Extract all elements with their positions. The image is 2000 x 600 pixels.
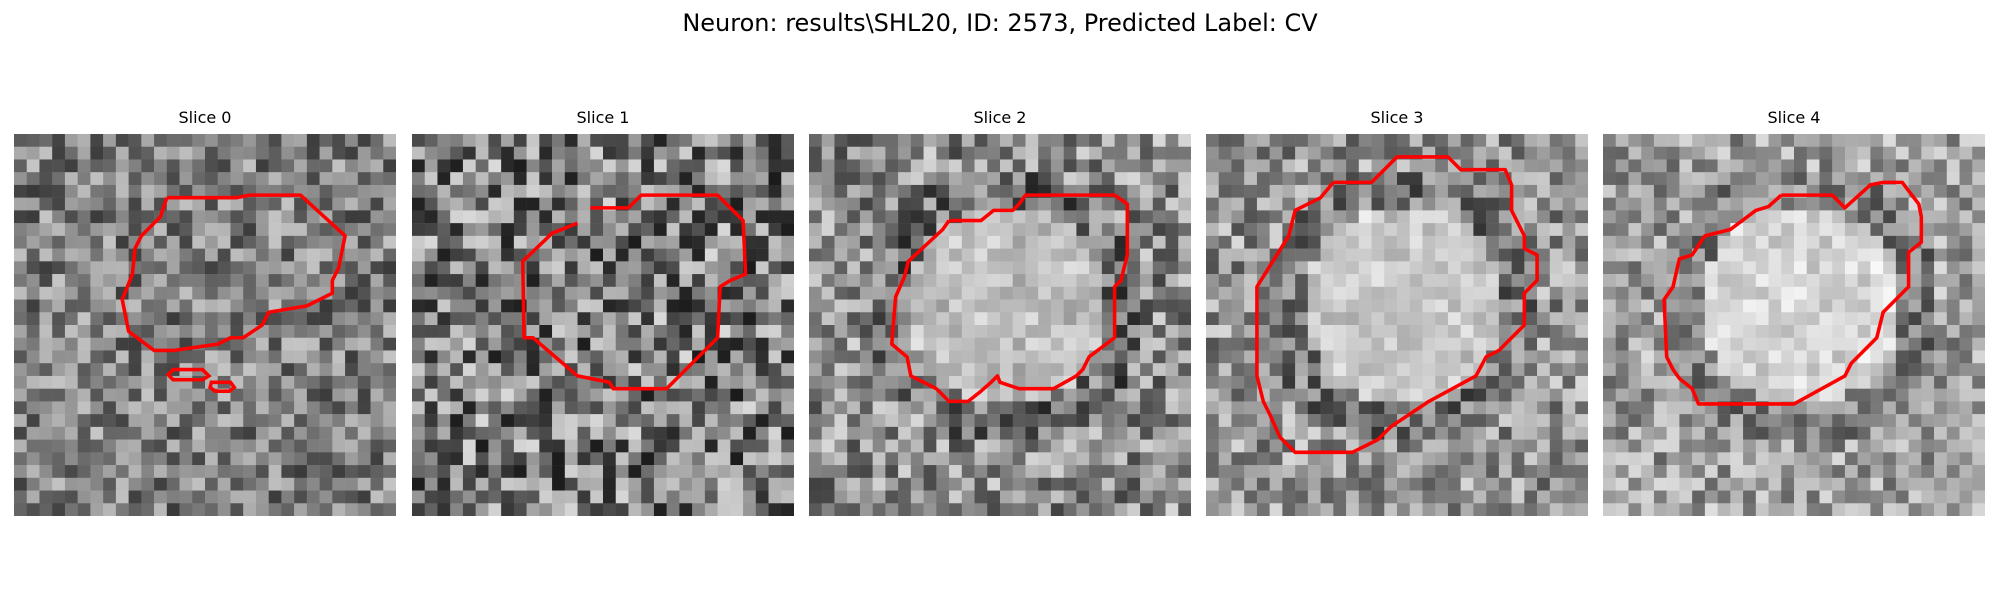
slice-panel-2: Slice 2 <box>809 108 1191 520</box>
slice-panel-1: Slice 1 <box>412 108 794 520</box>
grayscale-pixels <box>809 134 1191 516</box>
slice-title: Slice 3 <box>1370 108 1424 127</box>
slice-panel-4: Slice 4 <box>1603 108 1985 520</box>
slice-image <box>14 134 396 516</box>
roi-contour <box>1255 155 1539 455</box>
slice-title: Slice 0 <box>178 108 232 127</box>
roi-contour <box>1662 180 1924 406</box>
figure-title: Neuron: results\SHL20, ID: 2573, Predict… <box>682 9 1318 37</box>
grayscale-pixels <box>14 134 396 516</box>
roi-contour <box>520 193 748 391</box>
grayscale-pixels <box>1206 134 1588 516</box>
slice-title: Slice 1 <box>576 108 630 127</box>
slice-title: Slice 4 <box>1767 108 1821 127</box>
roi-contour <box>889 193 1130 404</box>
roi-contour <box>120 193 347 353</box>
slice-image <box>1206 134 1588 516</box>
slice-panel-0: Slice 0 <box>14 108 396 520</box>
grayscale-pixels <box>412 134 794 516</box>
slice-image <box>412 134 794 516</box>
roi-contour-small <box>208 380 237 393</box>
slice-image <box>1603 134 1985 516</box>
slice-panel-3: Slice 3 <box>1206 108 1588 520</box>
slice-image <box>809 134 1191 516</box>
slice-title: Slice 2 <box>973 108 1027 127</box>
grayscale-pixels <box>1603 134 1985 516</box>
roi-contour-small <box>165 367 212 382</box>
